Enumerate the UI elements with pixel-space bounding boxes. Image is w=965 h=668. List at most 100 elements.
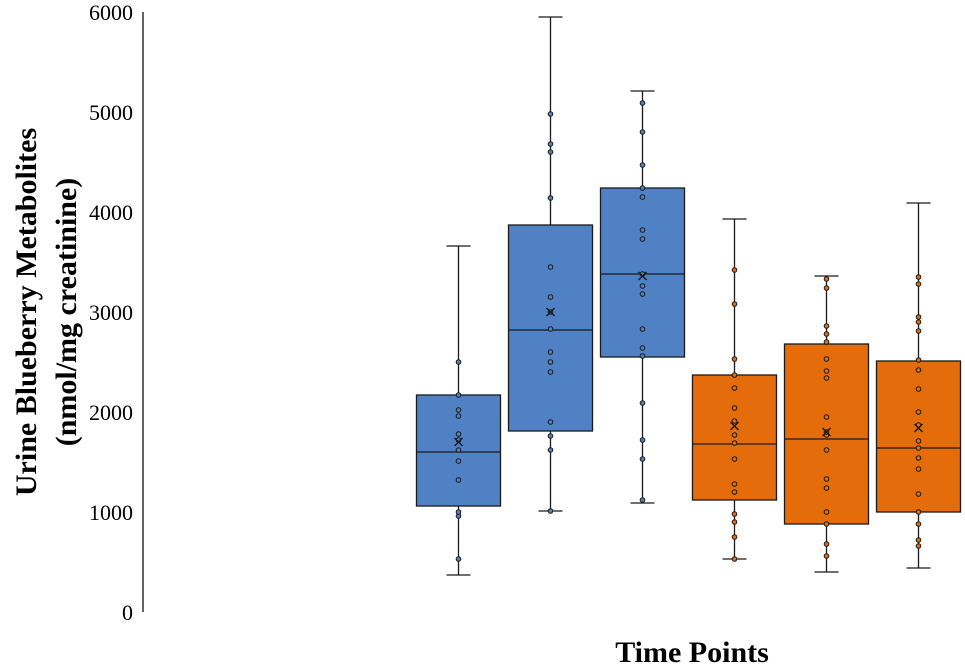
data-point [823,485,830,491]
data-point [915,328,922,334]
data-point [639,326,646,332]
data-point [455,556,462,562]
mean-marker [638,271,647,281]
y-tick-label: 1000 [89,500,133,525]
y-tick-label: 5000 [89,100,133,125]
data-point [915,509,922,515]
data-point [455,458,462,464]
data-point [823,541,830,547]
data-point [731,456,738,462]
mean-marker [914,423,923,433]
data-point [639,291,646,297]
y-tick-label: 4000 [89,200,133,225]
data-point [823,509,830,515]
box-group [415,245,502,576]
data-point [915,409,922,415]
data-point [731,418,738,424]
data-point [639,194,646,200]
mean-marker-stroke [822,427,831,437]
data-point [547,359,554,365]
data-point [915,466,922,472]
data-point [823,356,830,362]
data-point [915,445,922,451]
data-point [823,521,830,527]
mean-marker-stroke [546,307,555,317]
data-point [915,455,922,461]
data-point [731,432,738,438]
data-point [823,553,830,559]
data-point [823,447,830,453]
boxes [415,16,962,576]
data-point [915,521,922,527]
data-point [455,359,462,365]
data-point [823,323,830,329]
data-point [731,481,738,487]
y-axis: 0 1000 2000 3000 4000 5000 6000 [89,0,144,625]
data-point [915,491,922,497]
data-point [915,537,922,543]
data-point [823,285,830,291]
iqr-box [875,360,962,513]
data-point [823,476,830,482]
data-point [455,407,462,413]
data-point [823,375,830,381]
y-tick-label: 2000 [89,400,133,425]
data-point [731,534,738,540]
data-point [823,368,830,374]
data-point [639,400,646,406]
data-point [639,283,646,289]
data-point [639,353,646,359]
data-point [639,497,646,503]
data-point [639,345,646,351]
mean-marker [454,437,463,447]
mean-marker [730,421,739,431]
box-group [507,16,594,514]
y-tick-label: 3000 [89,300,133,325]
data-point [547,508,554,514]
data-point [547,149,554,155]
data-point [547,433,554,439]
data-point [547,195,554,201]
data-point [915,367,922,373]
data-point [547,349,554,355]
data-point [547,419,554,425]
box-group [783,275,870,573]
y-tick-label: 0 [122,600,133,625]
data-point [823,339,830,345]
data-point [915,386,922,392]
data-point [731,301,738,307]
mean-marker-stroke [914,423,923,433]
data-point [731,511,738,517]
data-point [547,447,554,453]
data-point [731,356,738,362]
data-point [823,276,830,282]
mean-marker-stroke [730,421,739,431]
data-point [639,227,646,233]
data-point [731,372,738,378]
data-point [823,331,830,337]
data-point [731,405,738,411]
data-point [731,440,738,446]
y-axis-title-line1: Urine Blueberry Metabolites [10,128,43,496]
mean-marker [546,307,555,317]
data-point [915,314,922,320]
data-point [639,129,646,135]
box-group [875,202,962,569]
data-point [547,326,554,332]
y-tick-label: 6000 [89,0,133,25]
data-point [731,519,738,525]
data-point [455,509,462,515]
data-point [547,294,554,300]
mean-marker-stroke [454,437,463,447]
data-point [731,385,738,391]
x-axis-title: Time Points [615,636,769,668]
data-point [915,281,922,287]
data-point [915,543,922,549]
data-point [547,111,554,117]
data-point [639,437,646,443]
data-point [915,357,922,363]
data-point [639,185,646,191]
data-point [639,456,646,462]
box-group [691,218,778,562]
